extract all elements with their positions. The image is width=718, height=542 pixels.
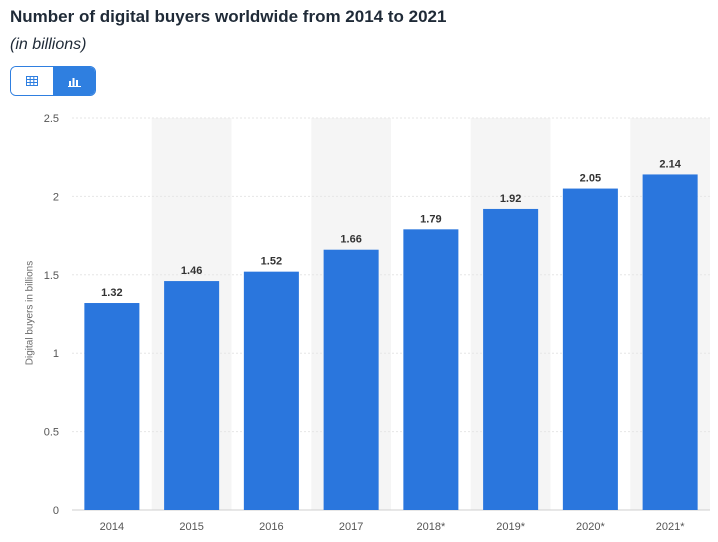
view-toggle xyxy=(10,66,96,96)
bars xyxy=(84,174,698,510)
y-tick-label: 1 xyxy=(53,348,59,360)
data-label: 1.46 xyxy=(181,265,202,277)
x-tick-label: 2020* xyxy=(576,521,605,533)
data-label: 1.32 xyxy=(101,287,122,299)
table-view-button[interactable] xyxy=(11,67,53,95)
bar-2017[interactable] xyxy=(323,249,379,510)
chart-view-button[interactable] xyxy=(53,67,95,95)
data-label: 2.14 xyxy=(659,158,681,170)
bar-2016[interactable] xyxy=(243,271,299,510)
x-tick-label: 2018* xyxy=(416,521,445,533)
y-tick-label: 1.5 xyxy=(44,270,59,282)
bar-2020*[interactable] xyxy=(562,188,618,510)
x-tick-label: 2017 xyxy=(339,521,363,533)
data-labels: 1.32 1.46 1.52 1.66 1.79 1.92 2.05 2.14 xyxy=(101,158,682,299)
x-tick-label: 2019* xyxy=(496,521,525,533)
data-label: 2.05 xyxy=(580,173,601,185)
bar-2015[interactable] xyxy=(164,281,220,510)
y-tick-label: 2 xyxy=(53,191,59,203)
table-icon xyxy=(26,76,38,86)
x-tick-label: 2016 xyxy=(259,521,283,533)
y-tick-label: 0 xyxy=(53,505,59,517)
bar-chart-icon xyxy=(67,77,81,87)
data-label: 1.66 xyxy=(340,234,361,246)
x-tick-label: 2014 xyxy=(100,521,124,533)
data-label: 1.79 xyxy=(420,213,441,225)
bar-2019*[interactable] xyxy=(483,208,539,510)
x-tick-labels: 2014 2015 2016 2017 2018* 2019* 2020* 2021* xyxy=(100,521,686,533)
bar-2021*[interactable] xyxy=(642,174,698,510)
bar-2014[interactable] xyxy=(84,303,140,510)
data-label: 1.52 xyxy=(261,256,282,268)
bar-2018*[interactable] xyxy=(403,229,459,510)
chart-title: Number of digital buyers worldwide from … xyxy=(10,7,447,26)
y-tick-labels: 0 0.5 1 1.5 2 2.5 xyxy=(44,113,59,517)
x-tick-label: 2015 xyxy=(179,521,203,533)
chart-subtitle: (in billions) xyxy=(10,36,87,53)
x-tick-label: 2021* xyxy=(656,521,685,533)
y-tick-label: 0.5 xyxy=(44,427,59,439)
y-tick-label: 2.5 xyxy=(44,113,59,125)
data-label: 1.92 xyxy=(500,193,521,205)
